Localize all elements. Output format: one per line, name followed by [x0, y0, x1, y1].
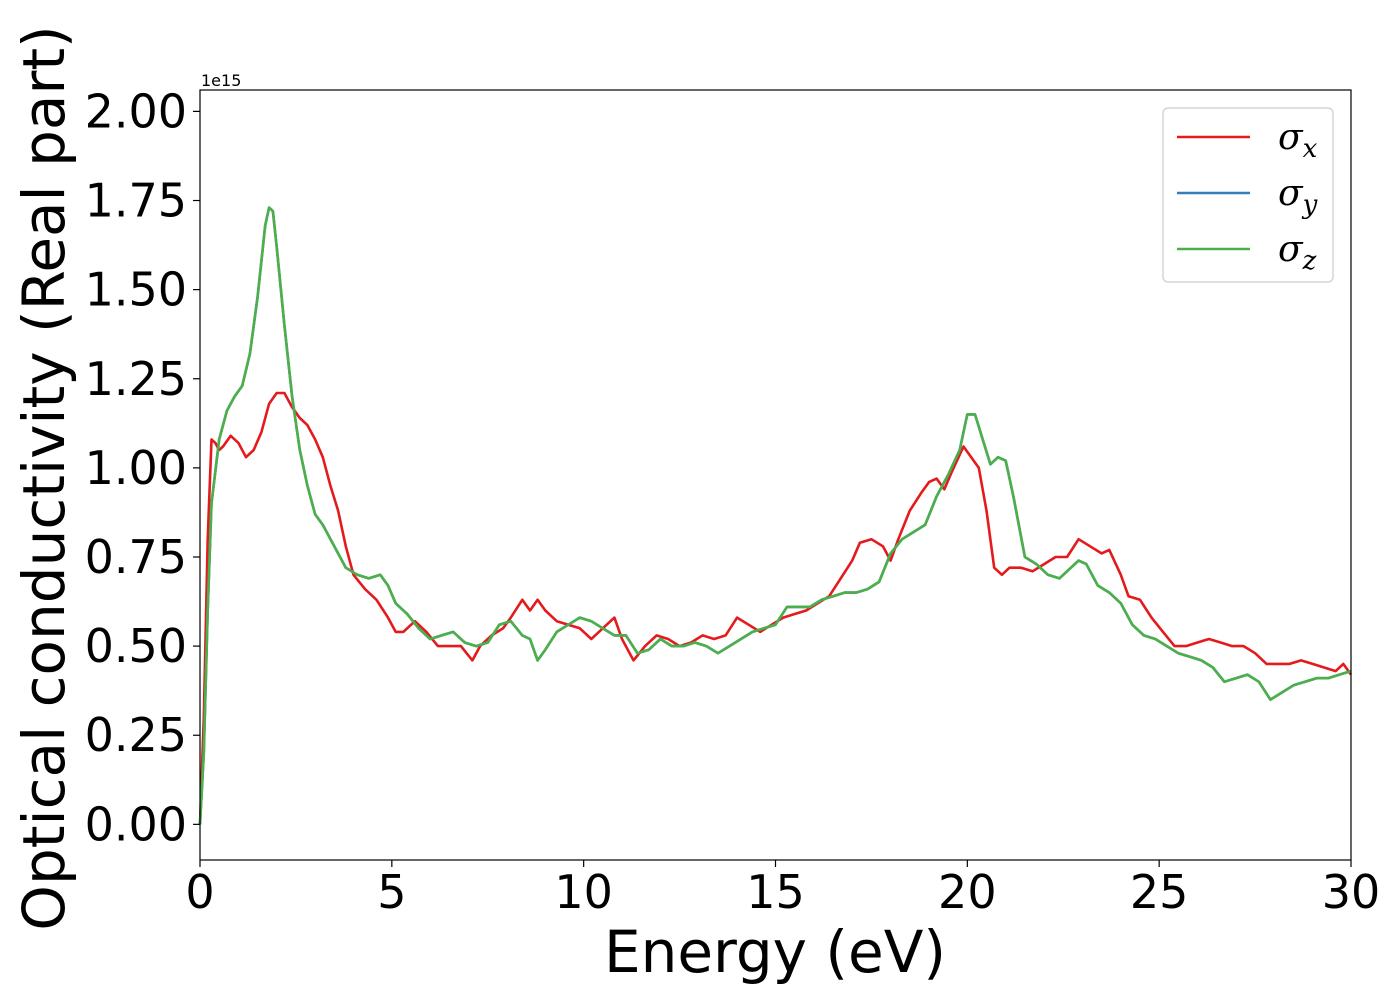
x-tick-label: 10: [554, 865, 613, 919]
x-tick-label: 20: [938, 865, 997, 919]
series-line-z: [198, 206, 1352, 825]
x-tick-label: 25: [1130, 865, 1189, 919]
y-tick-label: 1.75: [85, 174, 187, 228]
series-line-x: [198, 391, 1353, 825]
y-tick-label: 1.00: [85, 441, 187, 495]
legend-label-x: σx: [1278, 117, 1318, 164]
x-tick-label: 0: [185, 865, 214, 919]
y-tick-label: 2.00: [85, 84, 187, 138]
x-axis-title: Energy (eV): [604, 918, 946, 986]
x-tick-label: 15: [746, 865, 805, 919]
y-axis-title: Optical conductivity (Real part): [10, 25, 78, 930]
x-tick-label: 5: [377, 865, 406, 919]
legend: σx σy σz: [1162, 107, 1334, 283]
y-tick-label: 0.75: [85, 530, 187, 584]
y-tick-label: 0.00: [85, 797, 187, 851]
legend-label-z: σz: [1278, 229, 1317, 276]
y-tick-label: 1.25: [85, 352, 187, 406]
y-tick-label: 1.50: [85, 263, 187, 317]
x-tick-label: 30: [1322, 865, 1381, 919]
y-axis-ticks: 0.00 0.25 0.50 0.75 1.00 1.25 1.50 1.75 2.00: [85, 84, 200, 851]
series-layer: [198, 206, 1353, 825]
y-tick-label: 0.50: [85, 619, 187, 673]
legend-box: [1162, 107, 1334, 283]
legend-label-y: σy: [1278, 173, 1318, 220]
x-axis-ticks: 0 5 10 15 20 25 30: [185, 860, 1380, 919]
y-offset-label: 1e15: [201, 71, 241, 90]
y-tick-label: 0.25: [85, 708, 187, 762]
